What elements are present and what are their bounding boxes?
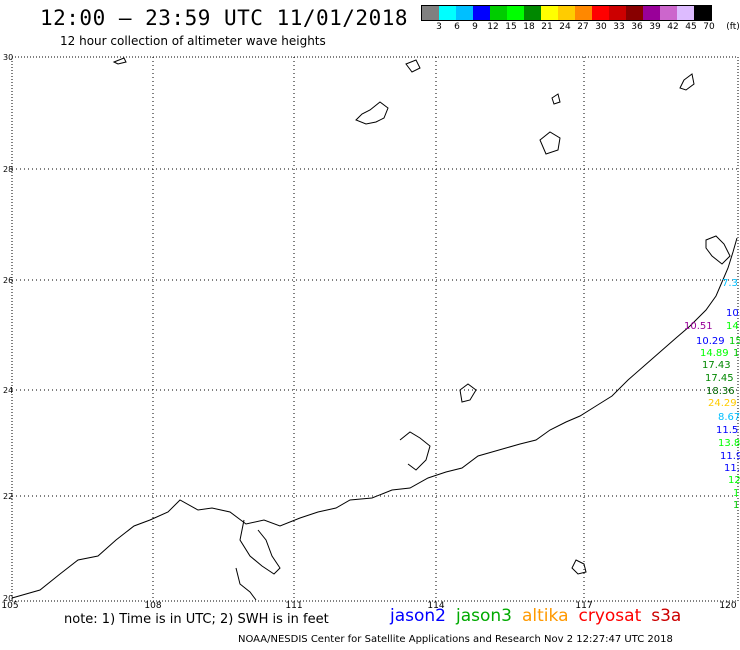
legend-swatch (643, 6, 660, 20)
lon-label: 114 (427, 601, 445, 611)
wave-height-label: 24.29 (708, 398, 737, 409)
mission-label: jason3 (456, 606, 512, 626)
lat-label: 22 (3, 492, 14, 501)
lon-label: 108 (144, 601, 162, 611)
legend-tick-label: 39 (649, 22, 661, 32)
legend-swatch (507, 6, 524, 20)
lon-label: 117 (575, 601, 593, 611)
lon-label: 120 (719, 601, 737, 611)
wave-height-label: 17.45 (705, 373, 734, 384)
legend-swatch (609, 6, 626, 20)
legend-swatch (575, 6, 592, 20)
legend-tick-label: 24 (559, 22, 571, 32)
legend-tick-label: 3 (436, 22, 442, 32)
legend-swatch (626, 6, 643, 20)
legend-swatch (541, 6, 558, 20)
lat-label: 20 (3, 594, 14, 603)
legend-tick-label: 33 (613, 22, 625, 32)
legend-swatch (473, 6, 490, 20)
wave-height-label: 1 (733, 488, 740, 499)
lat-label: 24 (3, 386, 14, 395)
legend-swatch (422, 6, 439, 20)
legend-swatch (592, 6, 609, 20)
legend-ticks: 3 6 9 12 15 18 21 24 27 30 33 36 39 42 45 70 (ft) (421, 21, 740, 35)
wave-height-label: 15 (729, 336, 740, 347)
legend-swatch (660, 6, 677, 20)
legend-tick-label: 30 (595, 22, 607, 32)
mission-label: cryosat (578, 606, 642, 626)
legend-tick-label: 6 (454, 22, 460, 32)
legend-swatch (456, 6, 473, 20)
wave-height-label: 10. (726, 308, 740, 319)
note-text: note: 1) Time is in UTC; 2) SWH is in fe… (64, 612, 329, 627)
legend-tick-label: 15 (505, 22, 517, 32)
wave-height-label: 14.89 (700, 348, 729, 359)
wave-height-label: 14 (726, 321, 739, 332)
lon-label: 111 (285, 601, 303, 611)
wave-height-label: 11.9 (720, 451, 740, 462)
legend-tick-label: 42 (667, 22, 679, 32)
legend-tick-label: 21 (541, 22, 553, 32)
legend-swatch (677, 6, 694, 20)
legend-swatch (558, 6, 575, 20)
wave-height-label: 13.8 (718, 438, 740, 449)
legend-swatches (421, 5, 712, 21)
mission-label: s3a (651, 606, 682, 626)
wave-height-label: 8.67 (718, 412, 740, 423)
wave-height-label: 7.3 (722, 278, 738, 289)
mission-label: jason2 (390, 606, 446, 626)
legend-tick-label: 9 (472, 22, 478, 32)
legend-swatch (694, 6, 711, 20)
mission-label: altika (522, 606, 569, 626)
lat-label: 28 (3, 165, 14, 174)
legend-swatch (490, 6, 507, 20)
legend-tick-label: 45 (685, 22, 697, 32)
map-title: 12:00 – 23:59 UTC 11/01/2018 (40, 6, 409, 30)
footer-credit: NOAA/NESDIS Center for Satellite Applica… (238, 634, 673, 645)
wave-height-label: 10.51 (684, 321, 713, 332)
legend-swatch (439, 6, 456, 20)
lon-label: 105 (1, 601, 19, 611)
coastline (11, 57, 738, 601)
legend-tick-label: 27 (577, 22, 589, 32)
lat-label: 30 (3, 53, 14, 62)
legend-swatch (524, 6, 541, 20)
grid-lines (12, 57, 738, 601)
map-frame (11, 56, 739, 602)
wave-height-label: 11.5 (716, 425, 739, 436)
wave-height-label: 18.36 (706, 386, 735, 397)
wave-height-label: 17.43 (702, 360, 731, 371)
map-subtitle: 12 hour collection of altimeter wave hei… (60, 34, 326, 48)
wave-height-label: 10.29 (696, 336, 725, 347)
lat-label: 26 (3, 276, 14, 285)
legend-tick-label: 18 (523, 22, 535, 32)
wave-height-label: 11. (724, 463, 740, 474)
color-legend: 3 6 9 12 15 18 21 24 27 30 33 36 39 42 45 70 (ft) (421, 5, 740, 35)
wave-height-label: 12 (728, 475, 740, 486)
mission-legend: jason2 jason3 altika cryosat s3a (390, 606, 681, 626)
legend-tick-label: 12 (487, 22, 499, 32)
legend-tick-label: 70 (703, 22, 715, 32)
legend-tick-label: 36 (631, 22, 643, 32)
legend-unit: (ft) (726, 22, 740, 32)
wave-height-label: 1 (733, 500, 740, 511)
wave-height-label: 1 (733, 348, 740, 359)
